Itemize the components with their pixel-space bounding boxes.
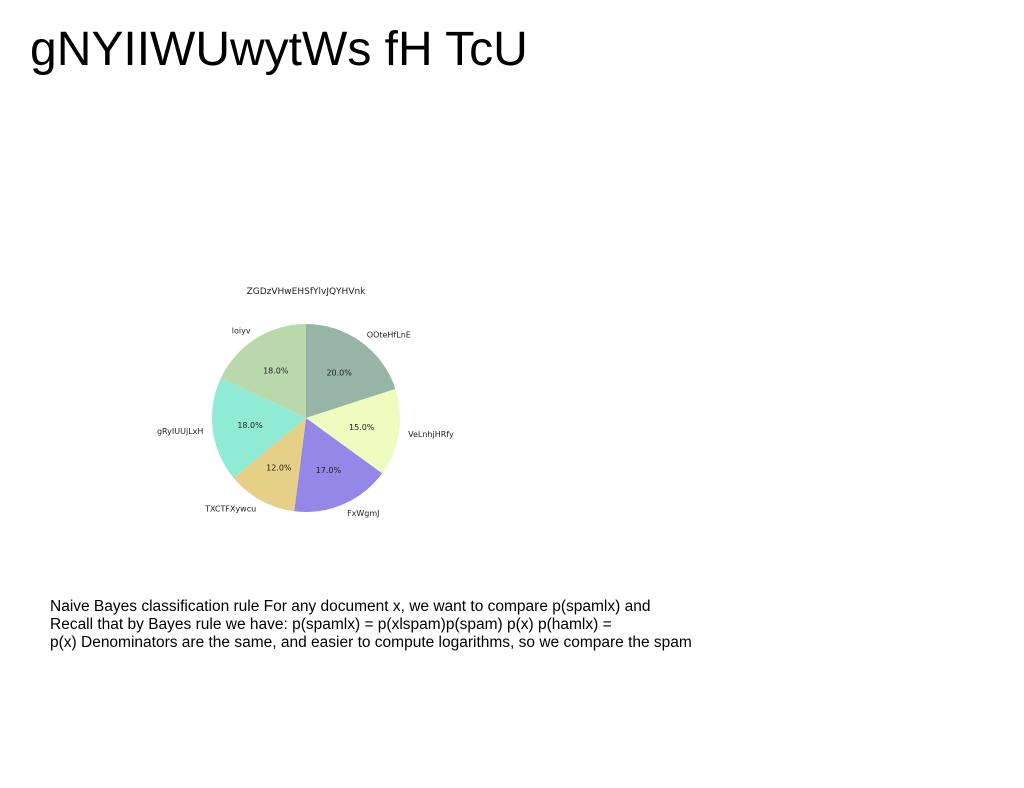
pie-slice-gRyIUUjLxH bbox=[212, 377, 306, 478]
pie-category-label: gRyIUUjLxH bbox=[157, 427, 203, 436]
pie-chart: ZGDzVHwEHSfYlvJQYHVnk 20.0% 15.0% 17.0% 12.… bbox=[140, 276, 480, 540]
pie-slices bbox=[212, 324, 400, 512]
pie-percent-label: 18.0% bbox=[263, 366, 289, 375]
chart-title: ZGDzVHwEHSfYlvJQYHVnk bbox=[247, 287, 367, 297]
pie-percent-label: 20.0% bbox=[326, 368, 352, 377]
slide-title: gNYIIWUwytWs fH TcU bbox=[30, 23, 528, 76]
body-text: Naive Bayes classification rule For any … bbox=[50, 598, 750, 652]
pie-percent-label: 18.0% bbox=[237, 421, 263, 430]
pie-slice-FxWgmJ bbox=[294, 418, 383, 512]
pie-percent-label: 17.0% bbox=[316, 466, 342, 475]
pie-category-label: TXCTFXywcu bbox=[204, 505, 256, 514]
pie-slice-loiyv bbox=[220, 324, 306, 418]
pie-category-labels: OOteHfLnE VeLnhjHRfy FxWgmJ TXCTFXywcu gRyIU… bbox=[157, 327, 454, 518]
pie-slice-OOteHfLnE bbox=[306, 324, 396, 418]
pie-slice-VeLnhjHRfy bbox=[306, 388, 400, 474]
pie-category-label: VeLnhjHRfy bbox=[408, 430, 454, 439]
pie-slice-TXCTFXywcu bbox=[233, 418, 306, 512]
body-line: Naive Bayes classification rule For any … bbox=[50, 598, 651, 615]
pie-percent-label: 12.0% bbox=[266, 463, 292, 472]
pie-percent-label: 15.0% bbox=[349, 423, 375, 432]
pie-percent-labels: 20.0% 15.0% 17.0% 12.0% 18.0% 18.0% bbox=[237, 366, 374, 474]
pie-category-label: OOteHfLnE bbox=[367, 330, 411, 339]
pie-category-label: loiyv bbox=[232, 327, 251, 336]
body-line: p(x) Denominators are the same, and easi… bbox=[50, 634, 692, 651]
body-line: Recall that by Bayes rule we have: p(spa… bbox=[50, 616, 612, 633]
pie-category-label: FxWgmJ bbox=[347, 509, 379, 518]
pie-chart-svg: ZGDzVHwEHSfYlvJQYHVnk 20.0% 15.0% 17.0% 12.… bbox=[157, 287, 454, 518]
